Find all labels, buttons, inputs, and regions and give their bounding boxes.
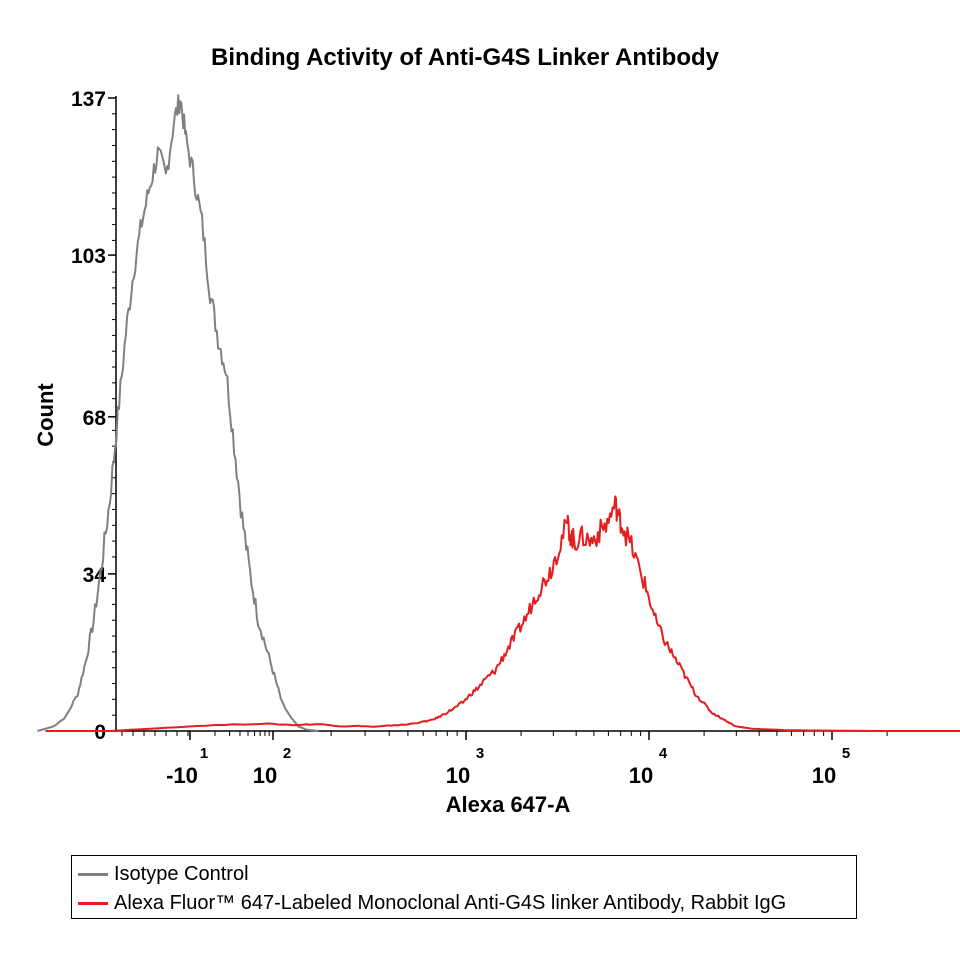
legend-item-isotype: Isotype Control (78, 861, 249, 887)
y-tick-label: 0 (94, 721, 106, 744)
legend: Isotype Control Alexa Fluor™ 647-Labeled… (71, 855, 857, 919)
x-tick-label-exponent: 2 (283, 745, 291, 762)
plot-series (37, 94, 960, 732)
y-axis-title: Count (33, 383, 58, 447)
legend-swatch-red (78, 901, 108, 905)
x-tick-label-base: 10 (629, 763, 653, 788)
x-tick-label-base: -10 (166, 763, 198, 788)
x-tick-label-base: 10 (812, 763, 836, 788)
legend-item-antibody: Alexa Fluor™ 647-Labeled Monoclonal Anti… (78, 890, 786, 916)
x-axis-title: Alexa 647-A (446, 792, 571, 817)
chart-title: Binding Activity of Anti-G4S Linker Anti… (211, 44, 720, 71)
x-tick-label-exponent: 1 (200, 745, 208, 762)
y-tick-label: 137 (71, 88, 106, 111)
y-tick-label: 68 (83, 407, 107, 430)
y-tick-label: 103 (71, 245, 106, 268)
x-tick-label-base: 10 (253, 763, 277, 788)
series-line-isotype-control (37, 94, 319, 732)
legend-swatch-gray (78, 872, 108, 876)
x-tick-label-exponent: 5 (842, 745, 850, 762)
x-tick-label-base: 10 (446, 763, 470, 788)
x-tick-label-exponent: 4 (659, 745, 668, 762)
legend-label-isotype: Isotype Control (114, 862, 249, 885)
x-tick-label-exponent: 3 (476, 745, 484, 762)
legend-label-antibody: Alexa Fluor™ 647-Labeled Monoclonal Anti… (114, 891, 787, 914)
x-axis-ticks: -101 10 2 10 3 10 4 10 5 (121, 731, 888, 788)
series-line-antibody (45, 495, 960, 732)
